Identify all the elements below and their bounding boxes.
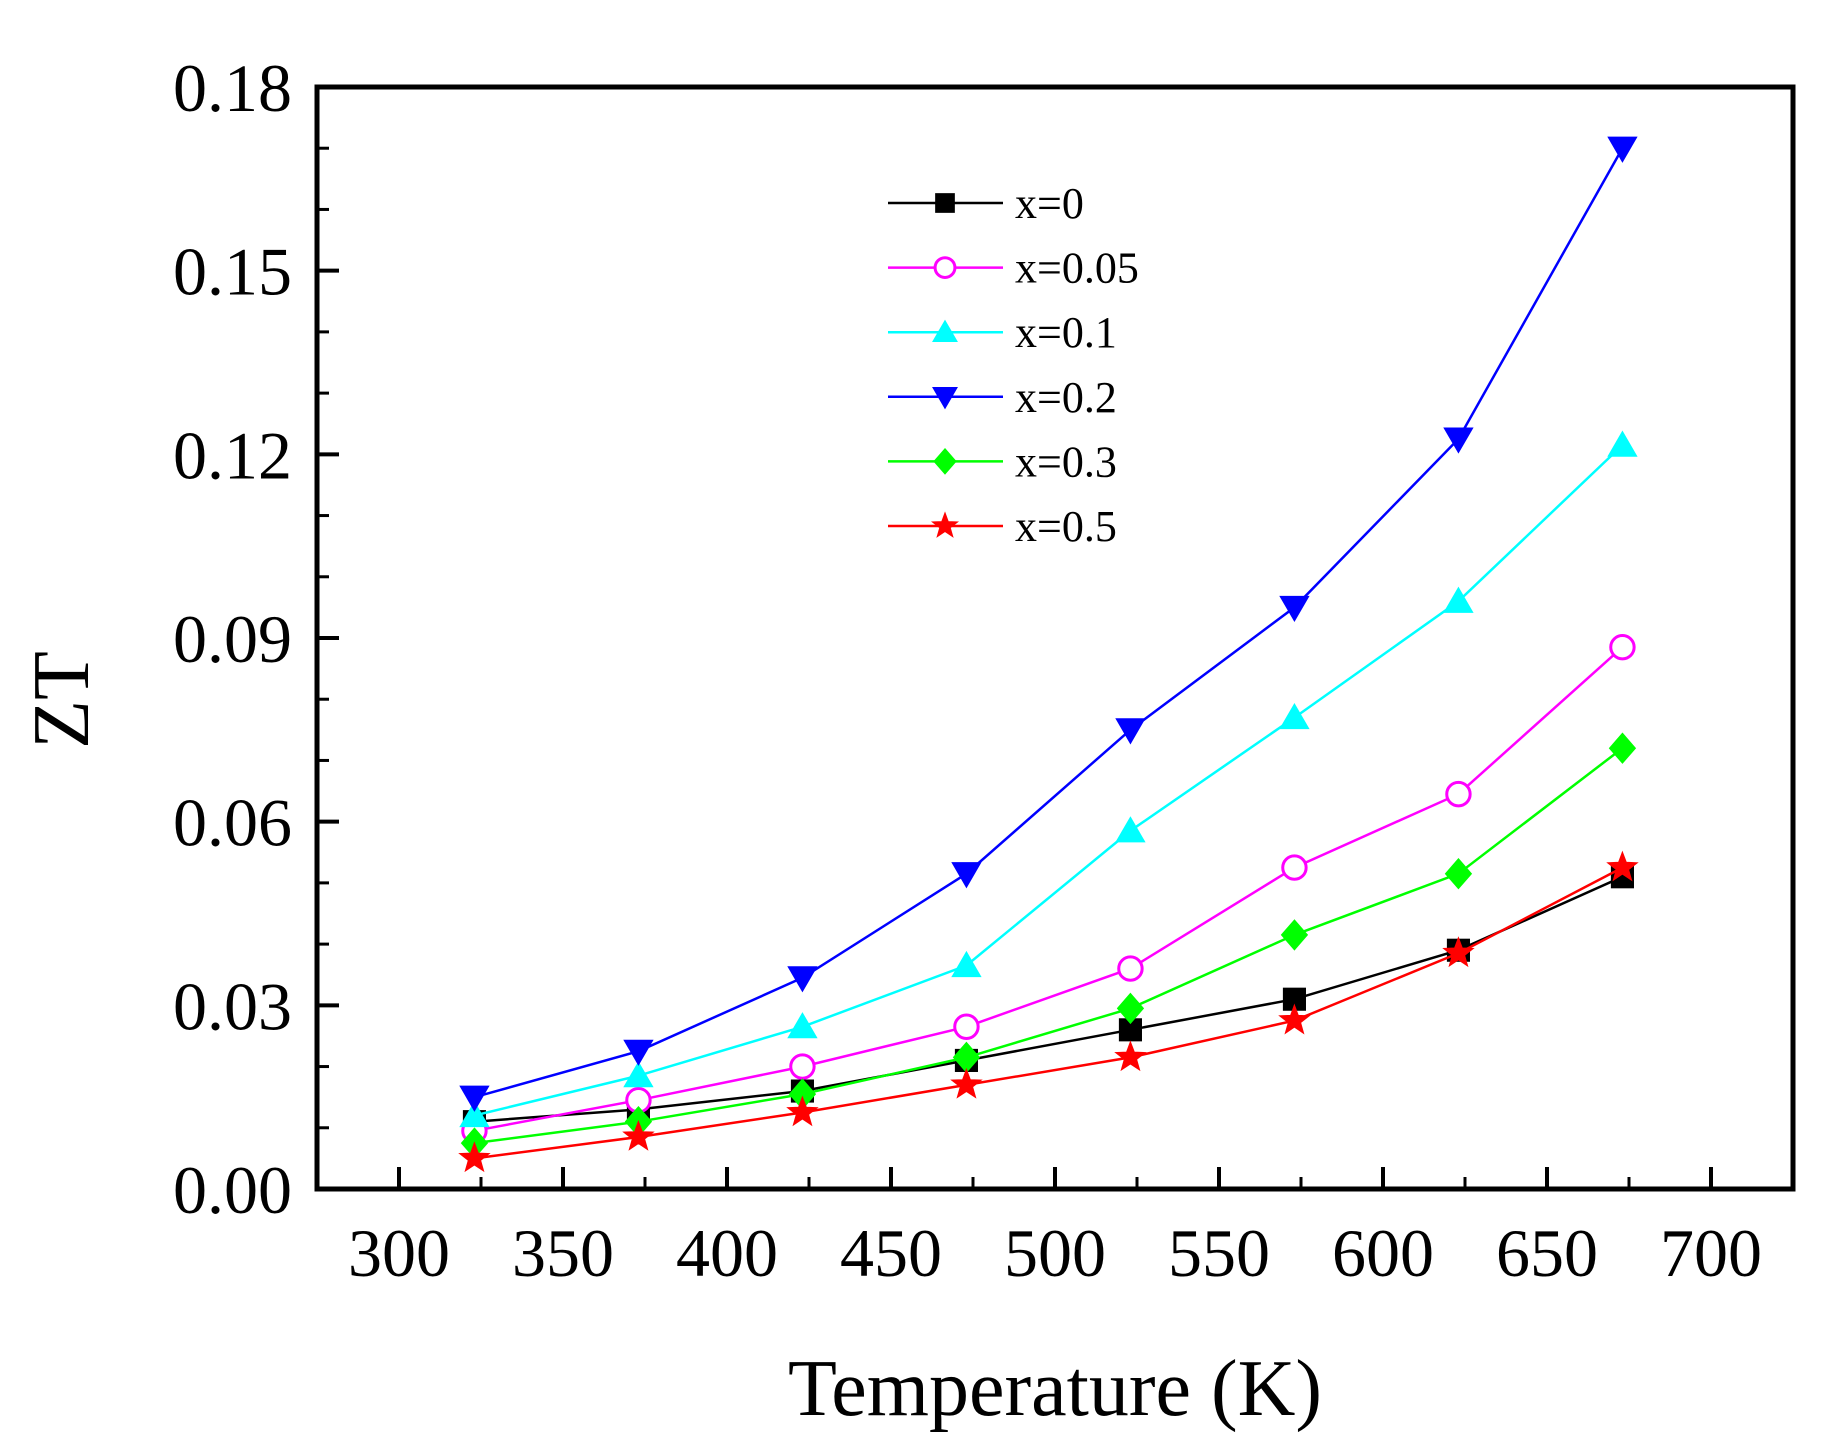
legend-item-x-0-3: x=0.3 <box>888 437 1117 486</box>
data-point-x-0-3-523 <box>1116 992 1145 1025</box>
data-point-x-0-1-473 <box>951 950 982 978</box>
data-point-x-0-3-573 <box>1280 919 1309 951</box>
series-x-0-5 <box>458 850 1639 1173</box>
x-tick-label: 300 <box>348 1215 450 1291</box>
legend-item-x-0-5: x=0.5 <box>888 502 1117 551</box>
data-point-x-0-1-623 <box>1443 586 1474 613</box>
x-tick-label: 550 <box>1168 1215 1270 1291</box>
series-x-0-2 <box>459 136 1638 1112</box>
legend-marker-x-0-5 <box>931 511 959 538</box>
series-layer <box>458 136 1639 1173</box>
legend-marker-x-0-2 <box>932 386 958 410</box>
series-line-x-0-2 <box>474 147 1624 1099</box>
y-tick-label: 0.00 <box>173 1152 292 1228</box>
series-x-0-3 <box>460 732 1637 1159</box>
legend-marker-x-0-05 <box>933 256 957 280</box>
data-point-x-0-2-623 <box>1443 427 1474 454</box>
data-point-x-0-5-673 <box>1606 850 1639 882</box>
data-point-x-0-2-523 <box>1115 718 1146 745</box>
legend-item-x-0-05: x=0.05 <box>888 244 1139 293</box>
y-axis-title: ZT <box>18 651 106 749</box>
data-point-x-0-2-573 <box>1279 595 1310 623</box>
y-tick-label: 0.03 <box>173 968 292 1044</box>
series-line-x-0-05 <box>474 646 1624 1133</box>
data-point-x-0-2-323 <box>459 1085 490 1112</box>
legend-label: x=0.1 <box>1015 308 1117 357</box>
legend-marker-x-0-3 <box>933 447 957 475</box>
data-point-x-0-3-673 <box>1608 732 1637 764</box>
series-line-x-0 <box>474 875 1623 1123</box>
x-tick-label: 500 <box>1004 1215 1106 1291</box>
legend-label: x=0 <box>1015 179 1084 228</box>
data-point-x-0-05-673 <box>1609 633 1636 661</box>
data-point-x-0-5-573 <box>1278 1003 1311 1035</box>
data-point-x-0-5-423 <box>786 1095 819 1127</box>
x-tick-label: 400 <box>676 1215 778 1291</box>
x-tick-label: 350 <box>512 1215 614 1291</box>
data-point-x-0-5-623 <box>1442 936 1475 968</box>
legend-marker-x-0-1 <box>932 319 958 343</box>
ticks-layer: 300 350 400 450 500 550 600 650 700 0.00 0.03 0.06 0… <box>173 50 1762 1291</box>
data-point-x-0-05-423 <box>789 1053 816 1080</box>
data-point-x-0-1-423 <box>787 1012 818 1039</box>
legend-label: x=0.2 <box>1015 373 1117 422</box>
x-axis-title: Temperature (K) <box>788 1345 1322 1433</box>
y-tick-label: 0.06 <box>173 785 292 861</box>
series-line-x-0-1 <box>474 444 1624 1117</box>
series-x-0-1 <box>459 430 1638 1128</box>
legend-item-x-0-2: x=0.2 <box>888 373 1117 422</box>
data-point-x-0-1-373 <box>623 1061 654 1088</box>
x-tick-label: 450 <box>840 1215 942 1291</box>
data-point-x-0-05-573 <box>1281 854 1308 881</box>
x-tick-label: 600 <box>1332 1215 1434 1291</box>
data-point-x-0-2-673 <box>1607 136 1638 163</box>
legend-item-x-0: x=0 <box>888 179 1084 228</box>
data-point-x-0-2-423 <box>787 966 818 993</box>
data-point-x-0-5-323 <box>458 1141 491 1173</box>
series-line-x-0-5 <box>474 866 1623 1160</box>
legend-marker-x-0 <box>935 193 955 213</box>
data-point-x-0-1-573 <box>1279 702 1310 730</box>
data-point-x-0-3-623 <box>1444 857 1473 890</box>
y-tick-label: 0.09 <box>173 601 292 677</box>
data-point-x-0-05-623 <box>1445 780 1472 808</box>
data-point-x-0-2-473 <box>951 862 982 889</box>
y-tick-label: 0.12 <box>173 417 292 493</box>
legend-label: x=0.05 <box>1015 244 1139 293</box>
data-point-x-0-2-373 <box>623 1039 654 1066</box>
data-point-x-0-5-373 <box>622 1119 655 1151</box>
y-tick-label: 0.18 <box>173 50 292 126</box>
series-line-x-0-3 <box>474 747 1624 1145</box>
data-point-x-0-5-473 <box>950 1067 983 1099</box>
data-point-x-0-1-523 <box>1115 816 1146 843</box>
legend-label: x=0.3 <box>1015 437 1117 486</box>
data-point-x-0-5-523 <box>1114 1040 1147 1072</box>
legend-item-x-0-1: x=0.1 <box>888 308 1117 357</box>
y-tick-label: 0.15 <box>173 234 292 310</box>
legend-label: x=0.5 <box>1015 502 1117 551</box>
legend: x=0 x=0.05 x=0.1 x=0.2 x=0.3 x=0.5 <box>888 179 1139 551</box>
x-tick-label: 650 <box>1496 1215 1598 1291</box>
data-point-x-0-1-323 <box>459 1100 490 1128</box>
data-point-x-0-05-473 <box>953 1013 980 1040</box>
data-point-x-0-1-673 <box>1607 430 1638 457</box>
x-tick-label: 700 <box>1660 1215 1762 1291</box>
data-point-x-0-05-523 <box>1117 955 1144 982</box>
